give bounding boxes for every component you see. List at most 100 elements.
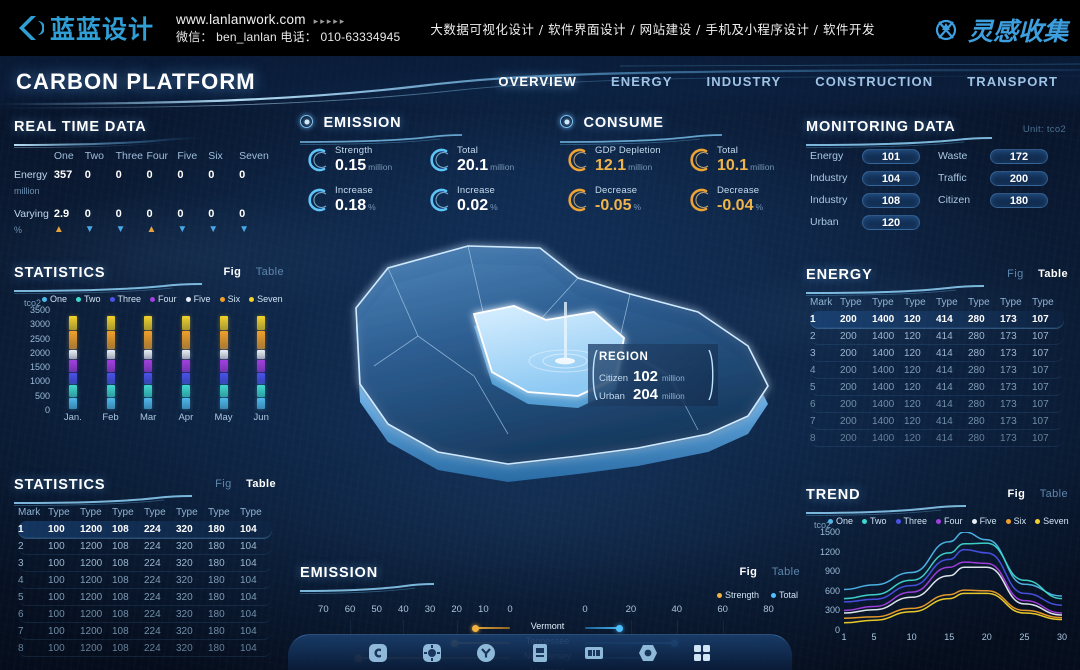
butterfly-row[interactable]: Vermont (300, 620, 800, 635)
nav-item-transport[interactable]: TRANSPORT (967, 74, 1058, 89)
table-row[interactable]: 3 200 1400 120 414 280 173 107 (810, 345, 1064, 362)
region-tooltip[interactable]: REGION Citizen 102 million Urban 204 mil… (588, 344, 718, 406)
y-tick-label: 300 (824, 605, 840, 616)
legend-item-three[interactable]: Three (895, 516, 927, 526)
monitoring-item-energy[interactable]: Energy 101 (810, 146, 938, 166)
toggle-fig[interactable]: Fig (1007, 488, 1026, 500)
nav-item-overview[interactable]: OVERVIEW (498, 74, 577, 89)
table-row[interactable]: 8 200 1400 120 414 280 173 107 (810, 430, 1064, 447)
legend-item-four[interactable]: Four (150, 294, 177, 304)
bar-column[interactable] (167, 310, 205, 410)
total-bar (585, 627, 620, 629)
bar-column[interactable] (129, 310, 167, 410)
toggle-table[interactable]: Table (1038, 268, 1068, 280)
toggle-fig[interactable]: Fig (1007, 268, 1024, 280)
bar-column[interactable] (242, 310, 280, 410)
bar-column[interactable] (92, 310, 130, 410)
table-row[interactable]: 2 200 1400 120 414 280 173 107 (810, 328, 1064, 345)
toggle-table[interactable]: Table (246, 478, 276, 490)
kpi-consume-gdp-depletion[interactable]: GDP Depletion 12.1 million (564, 142, 686, 178)
monitoring-item-waste[interactable]: Waste 172 (938, 146, 1066, 166)
kpi-consume-total[interactable]: Total 10.1 million (686, 142, 808, 178)
toggle-table[interactable]: Table (255, 266, 284, 278)
table-row[interactable]: 5 200 1400 120 414 280 173 107 (810, 379, 1064, 396)
kpi-consume-decrease-total[interactable]: Decrease -0.04% (686, 182, 808, 218)
dashboard-icon[interactable] (584, 643, 604, 663)
table-row[interactable]: 1 200 1400 120 414 280 173 107 (810, 311, 1064, 328)
column-header: Type (840, 297, 862, 308)
table-row[interactable]: 4 200 1400 120 414 280 173 107 (810, 362, 1064, 379)
legend-item-four[interactable]: Four (936, 516, 963, 526)
nav-item-industry[interactable]: INDUSTRY (706, 74, 782, 89)
monitoring-label: Citizen (938, 194, 971, 206)
table-row[interactable]: 2 100 1200 108 224 320 180 104 (18, 538, 272, 555)
stacked-bar (219, 315, 228, 410)
legend-item-five[interactable]: Five (185, 294, 211, 304)
toggle-fig[interactable]: Fig (215, 478, 232, 490)
lanlan-logo: 蓝蓝设计 (14, 10, 154, 46)
table-row[interactable]: 6 200 1400 120 414 280 173 107 (810, 396, 1064, 413)
table-row[interactable]: 7 200 1400 120 414 280 173 107 (810, 413, 1064, 430)
legend-item-seven[interactable]: Seven (249, 294, 283, 304)
table-row[interactable]: 7 100 1200 108 224 320 180 104 (18, 623, 272, 640)
legend-item-two[interactable]: Two (862, 516, 887, 526)
toggle-table[interactable]: Table (1039, 488, 1068, 500)
table-row[interactable]: 1 100 1200 108 224 320 180 104 (18, 521, 272, 538)
monitoring-item-industry-1[interactable]: Industry 104 (810, 168, 938, 188)
legend-item-six[interactable]: Six (219, 294, 240, 304)
bar-column[interactable] (54, 310, 92, 410)
settings-gear-icon[interactable] (422, 643, 442, 663)
legend-item-total[interactable]: Total (770, 590, 798, 600)
toggle-fig[interactable]: Fig (223, 266, 242, 278)
legend-item-one[interactable]: One (42, 294, 67, 304)
table-cell: 107 (1032, 313, 1049, 325)
page-title: CARBON PLATFORM (16, 69, 256, 94)
monitoring-item-industry-2[interactable]: Industry 108 (810, 190, 938, 210)
table-cell: 108 (112, 591, 129, 603)
table-cell: 1400 (872, 432, 895, 444)
grid-apps-icon[interactable] (692, 643, 712, 663)
legend-item-two[interactable]: Two (76, 294, 101, 304)
monitoring-item-citizen[interactable]: Citizen 180 (938, 190, 1066, 210)
legend-item-seven[interactable]: Seven (1035, 516, 1069, 526)
kpi-emission-total[interactable]: Total 20.1 million (426, 142, 548, 178)
kpi-emission-increase-total[interactable]: Increase 0.02% (426, 182, 548, 218)
table-row[interactable]: 4 100 1200 108 224 320 180 104 (18, 572, 272, 589)
legend-swatch-icon (109, 296, 115, 302)
table-row[interactable]: 5 100 1200 108 224 320 180 104 (18, 589, 272, 606)
table-row[interactable]: 3 100 1200 108 224 320 180 104 (18, 555, 272, 572)
nav-item-energy[interactable]: ENERGY (611, 74, 673, 89)
kpi-emission-increase-strength[interactable]: Increase 0.18% (304, 182, 426, 218)
legend-swatch-icon (42, 296, 47, 302)
legend-item-one[interactable]: One (828, 516, 853, 526)
kpi-consume-decrease-gdp[interactable]: Decrease -0.05% (564, 182, 686, 218)
table-row[interactable]: 6 100 1200 108 224 320 180 104 (18, 606, 272, 623)
toggle-fig[interactable]: Fig (739, 566, 758, 578)
toggle-table[interactable]: Table (771, 566, 800, 578)
legend-item-three[interactable]: Three (109, 294, 141, 304)
axis-tick-right: 60 (717, 604, 728, 615)
table-cell: 107 (1032, 415, 1049, 427)
legend-item-five[interactable]: Five (971, 516, 997, 526)
monitoring-item-traffic[interactable]: Traffic 200 (938, 168, 1066, 188)
column-header: Type (80, 507, 102, 518)
monitoring-title-row: MONITORING DATA Unit: tco2 (806, 118, 1068, 148)
monitoring-label: Industry (810, 194, 848, 206)
trend-title-row: TREND Fig Table (806, 486, 1068, 516)
kpi-emission-strength[interactable]: Strength 0.15 million (304, 142, 426, 178)
target-icon[interactable] (476, 643, 496, 663)
table-cell: 107 (1032, 432, 1049, 444)
bar-segment-five (106, 349, 115, 360)
home-icon[interactable] (368, 643, 388, 663)
document-icon[interactable] (530, 643, 550, 663)
region-map[interactable] (278, 216, 814, 556)
bar-segment-three (219, 372, 228, 385)
nav-item-construction[interactable]: CONSTRUCTION (815, 74, 934, 89)
panel-consume-kpi: CONSUME GDP Depletion 12 (560, 114, 806, 214)
legend-item-strength[interactable]: Strength (716, 590, 759, 600)
table-row[interactable]: 8 100 1200 108 224 320 180 104 (18, 640, 272, 657)
hexagon-icon[interactable] (638, 643, 658, 663)
bar-column[interactable] (205, 310, 243, 410)
legend-item-six[interactable]: Six (1005, 516, 1026, 526)
monitoring-item-urban[interactable]: Urban 120 (810, 212, 938, 232)
